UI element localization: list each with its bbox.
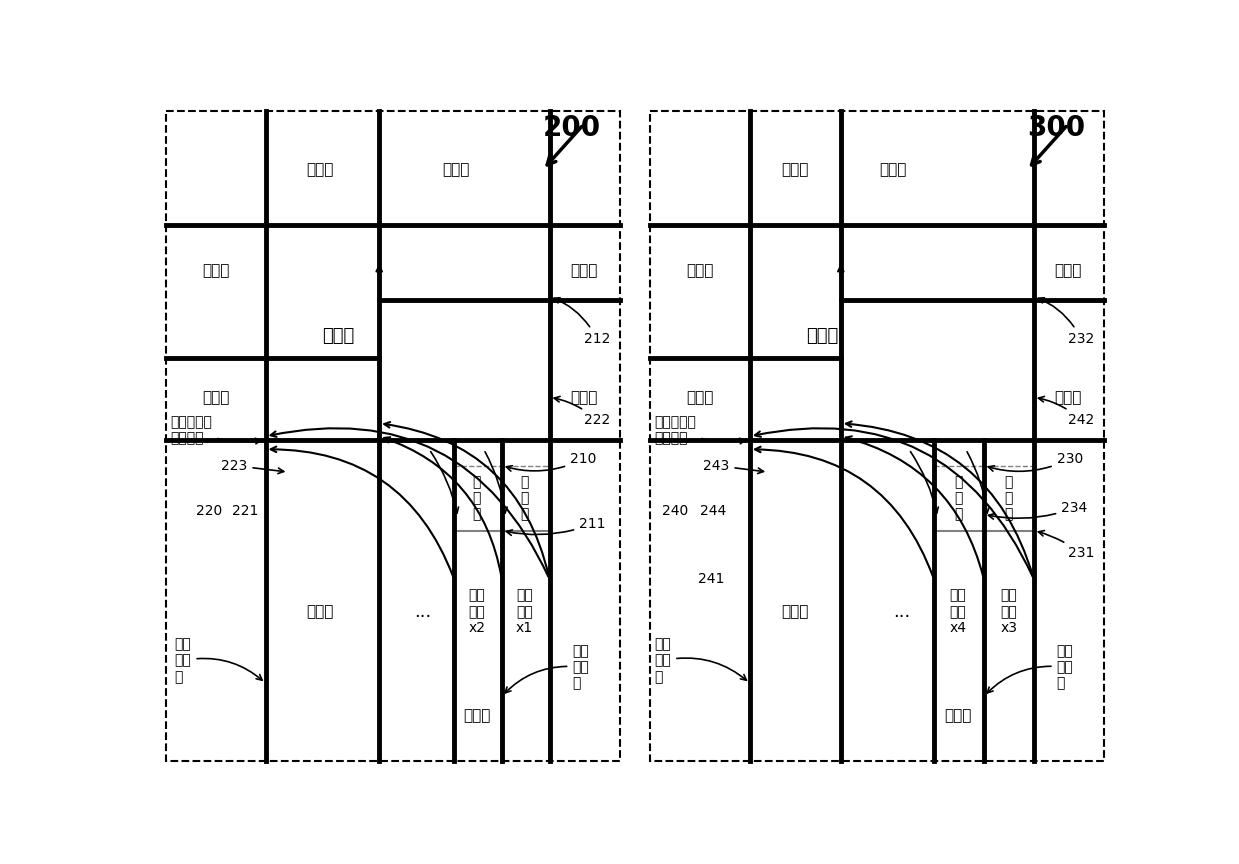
Text: 入口道: 入口道 [1054,264,1082,278]
Text: 出口道: 出口道 [202,264,229,278]
Text: ...: ... [414,603,431,621]
Text: 车道
分隔
线: 车道 分隔 线 [654,638,746,683]
Text: 引
导
区: 引 导 区 [954,475,963,521]
Text: 引
导
区: 引 导 区 [473,475,481,521]
Text: 入口
车道
x4: 入口 车道 x4 [949,588,966,635]
Text: 路口区: 路口区 [322,327,354,345]
Text: 车道
分隔
线: 车道 分隔 线 [175,638,263,683]
Text: 入口
车道
x1: 入口 车道 x1 [515,588,533,635]
Text: 入口道: 入口道 [463,708,491,723]
Text: 210: 210 [507,452,596,471]
Text: 引
导
区: 引 导 区 [1005,475,1014,521]
Text: 220: 220 [196,504,222,518]
Bar [166,111,620,761]
Text: 223: 223 [222,459,284,473]
Text: 入口道: 入口道 [782,162,809,177]
Text: 232: 232 [1038,298,1094,346]
Text: 出口道: 出口道 [570,390,597,405]
Text: 出口道: 出口道 [686,264,714,278]
Text: 300: 300 [1027,114,1085,142]
Text: 出口道: 出口道 [1054,390,1082,405]
Text: 244: 244 [700,504,727,518]
Text: 出口道: 出口道 [306,604,333,619]
Text: 入口
车道
x2: 入口 车道 x2 [468,588,486,635]
Text: 入口道: 入口道 [686,390,714,405]
Text: 出口道: 出口道 [880,162,907,177]
Text: 引
导
区: 引 导 区 [520,475,529,521]
Text: 231: 231 [1038,530,1094,560]
Text: 路口区驶出
口边界线: 路口区驶出 口边界线 [654,415,746,445]
Text: 入口
车道
x3: 入口 车道 x3 [1000,588,1017,635]
Text: 车道
分隔
线: 车道 分隔 线 [506,644,589,693]
Text: 车道
分隔
线: 车道 分隔 线 [987,644,1073,693]
Text: 222: 222 [554,397,610,427]
Text: 入口道: 入口道 [306,162,333,177]
Text: 路口区驶出
口边界线: 路口区驶出 口边界线 [170,415,261,445]
Text: 221: 221 [232,504,259,518]
Text: 出口道: 出口道 [442,162,470,177]
Text: 入口道: 入口道 [570,264,597,278]
Text: 200: 200 [543,114,601,142]
Bar [650,111,1104,761]
Text: 出口道: 出口道 [782,604,809,619]
Text: 入口道: 入口道 [944,708,971,723]
Text: 212: 212 [554,298,610,346]
Text: 230: 230 [989,452,1083,472]
Text: 路口区: 路口区 [807,327,839,345]
Text: 211: 211 [507,517,606,536]
Text: 241: 241 [698,572,725,587]
Text: 242: 242 [1038,397,1094,427]
Text: 240: 240 [662,504,688,518]
Text: 243: 243 [704,459,763,473]
Text: ...: ... [893,603,911,621]
Text: 234: 234 [989,501,1088,519]
Text: 入口道: 入口道 [202,390,229,405]
